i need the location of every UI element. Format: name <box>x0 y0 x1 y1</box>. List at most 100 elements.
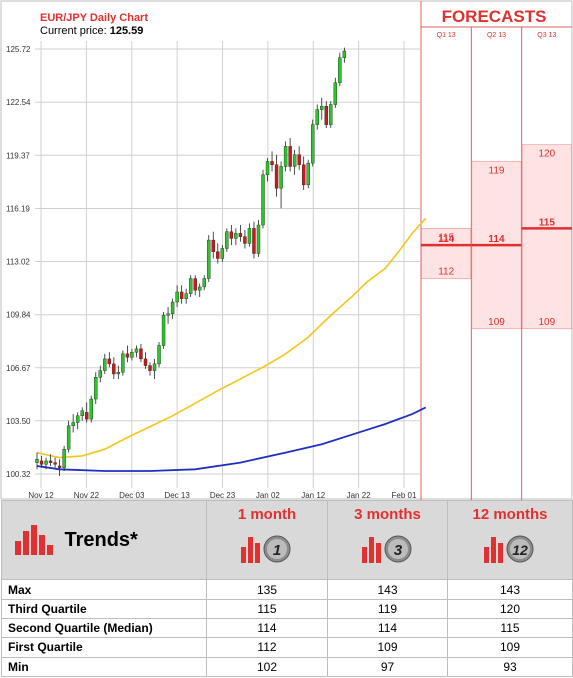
candle-body <box>98 370 102 378</box>
candle <box>338 52 342 87</box>
candle-body <box>202 278 206 288</box>
forecast-q1-label: 109 <box>538 317 555 328</box>
candle <box>274 154 279 197</box>
candle-body <box>256 224 261 254</box>
candle-body <box>66 425 71 450</box>
table-cell: 115 <box>206 598 328 620</box>
period-badge-icon: 3 <box>361 535 411 563</box>
candle <box>98 365 102 383</box>
candle-body <box>342 50 347 58</box>
candles <box>35 47 347 477</box>
candle <box>261 169 265 229</box>
candle <box>283 141 288 172</box>
x-tick-label: Dec 13 <box>164 491 190 500</box>
candle <box>306 159 310 189</box>
candle-body <box>143 358 148 366</box>
forecast-median-label: 115 <box>539 217 556 228</box>
bar-chart-icon <box>15 525 53 556</box>
candle <box>94 372 98 405</box>
candle-body <box>161 315 166 346</box>
candle-body <box>170 301 175 314</box>
table-cell: 115 <box>447 617 573 639</box>
table-row: Second Quartile (Median) 114 114 115 <box>1 617 573 639</box>
table-cell: 143 <box>447 579 573 600</box>
forecast-median-label: 114 <box>488 234 505 245</box>
candle-body <box>157 345 161 365</box>
table-cell: 93 <box>447 656 573 678</box>
period-badge-icon: 1 <box>241 535 291 563</box>
candle-body <box>216 251 220 259</box>
candle <box>342 47 347 63</box>
candle <box>125 345 130 363</box>
x-tick-label: Jan 02 <box>256 491 281 500</box>
candle-body <box>279 166 283 189</box>
y-tick-label: 116.19 <box>6 204 30 213</box>
candle <box>148 362 152 376</box>
candle <box>216 243 220 264</box>
y-tick-label: 122.54 <box>6 98 31 107</box>
candle <box>103 353 107 374</box>
candle <box>184 288 188 304</box>
candle <box>256 220 261 257</box>
price-label: Current price: <box>40 25 107 37</box>
candle-body <box>238 233 243 237</box>
candle-body <box>270 161 274 165</box>
candle <box>207 235 211 282</box>
x-tick-label: Jan 12 <box>301 491 326 500</box>
candle-body <box>297 154 301 165</box>
forecast-q1-label: 112 <box>438 267 454 278</box>
candle-body <box>71 422 75 427</box>
forecast-median-label: 114 <box>438 234 455 245</box>
chart-title: EUR/JPY Daily Chart <box>40 12 148 24</box>
candle <box>279 161 283 209</box>
candle-body <box>48 460 53 463</box>
table-cell: 120 <box>447 598 573 620</box>
candle-body <box>35 459 39 463</box>
candle-body <box>292 154 297 167</box>
candle-body <box>152 363 157 371</box>
table-row: Max 135 143 143 <box>1 579 573 600</box>
candle <box>188 275 193 297</box>
y-tick-label: 103.50 <box>6 417 31 426</box>
table-cell: 119 <box>327 598 448 620</box>
y-tick-label: 109.84 <box>6 311 31 320</box>
forecast-column-label: Q3 13 <box>537 32 556 39</box>
x-tick-label: Nov 12 <box>28 491 54 500</box>
candle-body <box>329 104 333 125</box>
candle-body <box>261 174 265 226</box>
candle <box>324 101 328 128</box>
candle <box>301 156 306 190</box>
candle-body <box>338 57 342 83</box>
period-label: 1 month <box>237 506 297 523</box>
row-label: Min <box>1 656 207 678</box>
candle <box>238 225 243 242</box>
badge-number: 3 <box>393 542 402 559</box>
candle-body <box>274 164 279 189</box>
candle <box>66 420 71 453</box>
candle-body <box>175 291 179 303</box>
y-tick-label: 106.67 <box>6 364 31 373</box>
table-cell: 102 <box>206 656 328 678</box>
row-label: First Quartile <box>1 637 207 658</box>
candle-body <box>324 106 328 125</box>
trends-title-cell: Trends* <box>1 499 207 581</box>
candle-body <box>207 239 211 279</box>
sma-long-line <box>36 406 427 472</box>
candle-body <box>39 460 44 465</box>
candle <box>152 358 157 379</box>
candle <box>229 225 234 246</box>
y-tick-label: 113.02 <box>6 258 30 267</box>
candle-body <box>112 363 116 375</box>
candle-body <box>89 398 93 420</box>
candle <box>89 395 93 423</box>
candle <box>44 457 48 470</box>
period-header-2: 3 months 3 <box>327 499 448 581</box>
current-price-label: Current price: 125.59 <box>40 25 143 37</box>
candle <box>85 402 89 423</box>
trends-table: Trends* 1 month 1 3 months 3 12 months <box>1 499 573 678</box>
candle-body <box>193 278 197 291</box>
table-row: Min 102 97 93 <box>1 656 573 678</box>
table-row: First Quartile 112 109 109 <box>1 637 573 658</box>
candle-body <box>283 146 288 167</box>
candle <box>292 149 297 175</box>
